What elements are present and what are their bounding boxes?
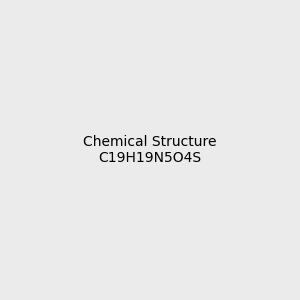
Text: Chemical Structure
C19H19N5O4S: Chemical Structure C19H19N5O4S [83,135,217,165]
